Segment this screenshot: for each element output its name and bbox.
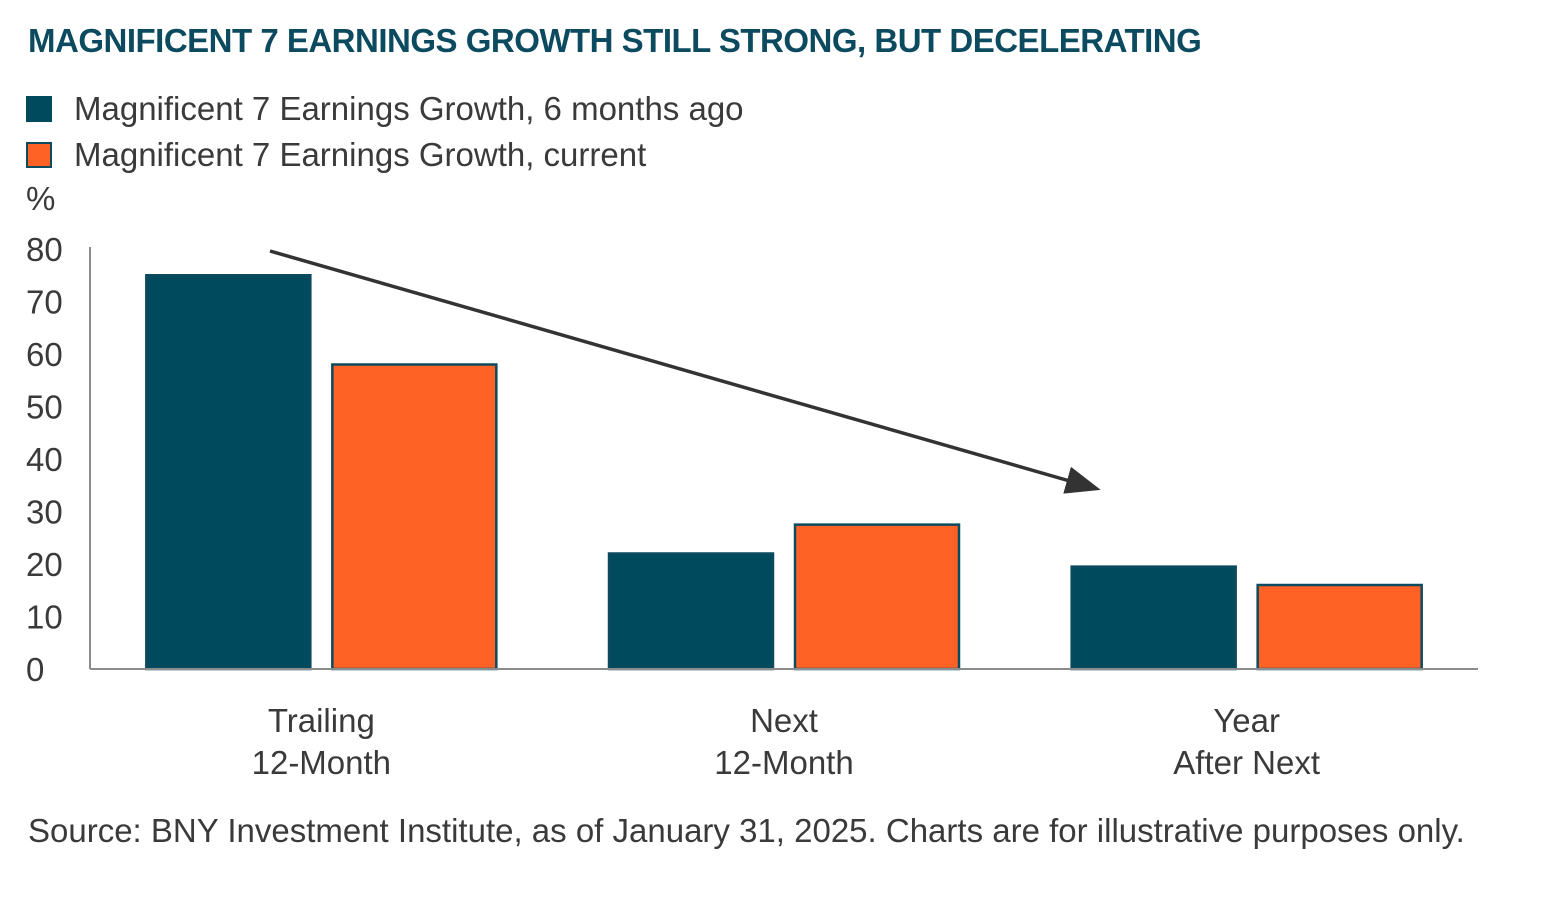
y-tick-label: 10 [26, 599, 63, 636]
legend-swatch-6-months-ago [26, 96, 52, 122]
bar-current-0 [331, 363, 498, 671]
y-tick-label: 60 [26, 336, 63, 373]
legend-item-6-months-ago: Magnificent 7 Earnings Growth, 6 months … [26, 86, 744, 132]
x-category-label: After Next [1173, 744, 1320, 781]
legend-swatch-current [26, 142, 52, 168]
y-tick-label: 40 [26, 441, 63, 478]
bar-6-months-ago-1 [607, 552, 775, 671]
x-category-label: Trailing [268, 702, 375, 739]
legend-item-current: Magnificent 7 Earnings Growth, current [26, 132, 744, 178]
trend-arrow [269, 249, 1101, 494]
x-category-label: 12-Month [714, 744, 853, 781]
x-category-label: 12-Month [252, 744, 391, 781]
x-category-label: Year [1213, 702, 1280, 739]
source-note: Source: BNY Investment Institute, as of … [28, 812, 1465, 849]
y-tick-label: 0 [26, 651, 44, 688]
legend: Magnificent 7 Earnings Growth, 6 months … [26, 86, 744, 178]
y-axis-unit-label: % [26, 180, 56, 217]
bar-6-months-ago-0 [145, 274, 312, 671]
y-tick-label: 50 [26, 389, 63, 426]
legend-label-current: Magnificent 7 Earnings Growth, current [74, 136, 647, 173]
chart-title: MAGNIFICENT 7 EARNINGS GROWTH STILL STRO… [28, 22, 1202, 59]
y-tick-label: 30 [26, 494, 63, 531]
y-tick-label: 20 [26, 546, 63, 583]
y-tick-label: 80 [26, 231, 63, 268]
y-tick-label: 70 [26, 284, 63, 321]
bar-current-1 [793, 523, 961, 671]
bar-current-2 [1256, 583, 1423, 671]
bar-6-months-ago-2 [1070, 565, 1237, 671]
legend-label-6-months-ago: Magnificent 7 Earnings Growth, 6 months … [74, 90, 744, 127]
x-category-label: Next [750, 702, 818, 739]
